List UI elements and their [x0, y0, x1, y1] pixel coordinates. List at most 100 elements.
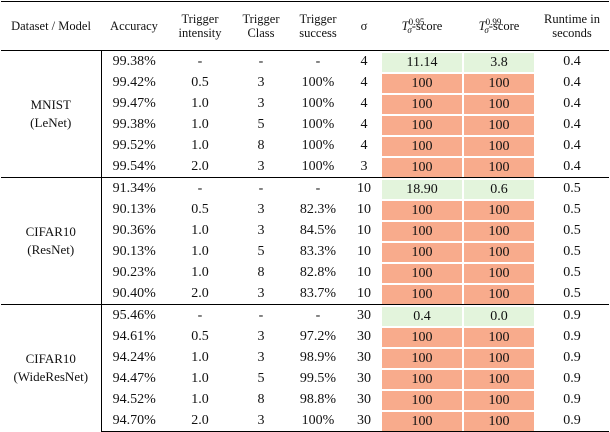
score-cell: 100 — [463, 199, 535, 220]
score-cell: 100 — [381, 241, 463, 262]
header-superscript: 0.99 — [485, 16, 502, 27]
dataset-name: CIFAR10 — [25, 351, 76, 367]
table-cell: 100% — [301, 116, 335, 132]
score-cell: 100 — [463, 241, 535, 262]
score-cell: 100 — [381, 156, 463, 178]
table-cell: 10 — [357, 285, 371, 301]
table-cell: 10 — [357, 243, 371, 259]
table-cell: 82.3% — [299, 201, 337, 217]
table-cell: 94.24% — [112, 349, 156, 365]
header-cell: Trigger success — [289, 1, 347, 51]
table-cell: 100% — [301, 158, 335, 174]
table-row: 99.52% 1.0 8 100% 4 100 100 0.4 — [1, 135, 609, 156]
table-cell: 90.23% — [112, 264, 156, 280]
table-cell: 100% — [301, 137, 335, 153]
table-cell: 2.0 — [167, 410, 233, 432]
score-value: 100 — [464, 369, 534, 389]
header-cell: σ — [347, 1, 381, 51]
table-cell: 94.70% — [101, 410, 167, 432]
table-cell: 82.8% — [299, 264, 337, 280]
score-value: 0.4 — [382, 306, 462, 326]
table-cell: 100% — [301, 95, 335, 111]
score-value: 100 — [464, 411, 534, 431]
dataset-cell: MNIST (LeNet) — [1, 50, 102, 178]
table-cell: 1.0 — [191, 370, 209, 386]
table-cell: 97.2% — [299, 328, 337, 344]
table-row: 90.13% 0.5 3 82.3% 10 100 100 0.5 — [1, 199, 609, 220]
score-value: 100 — [382, 242, 462, 262]
header-row: Dataset / Model Accuracy Trigger intensity… — [1, 1, 609, 51]
table-cell: 0.5 — [191, 201, 209, 217]
group: CIFAR10 (ResNet) 91.34% - - -10 18.90 0.6 0.5 90.… — [1, 177, 609, 305]
table-cell: 0.5 — [563, 285, 581, 301]
table-cell: 100% — [289, 410, 347, 432]
table-cell: 1.0 — [191, 349, 209, 365]
table-cell: - — [289, 304, 347, 326]
table-cell: 99.47% — [112, 95, 156, 111]
table-cell: 0.5 — [563, 222, 581, 238]
score-cell: 100 — [381, 93, 463, 114]
table-cell: 0.9 — [563, 328, 581, 344]
score-value: 3.8 — [464, 52, 534, 72]
table-row: 90.23% 1.0 8 82.8% 10 100 100 0.5 — [1, 262, 609, 283]
score-cell: 0.4 — [381, 304, 463, 326]
header-cell: Accuracy — [101, 1, 167, 51]
score-value: 100 — [464, 284, 534, 304]
table-cell: 0.5 — [563, 201, 581, 217]
table-header: Dataset / Model Accuracy Trigger intensity… — [1, 1, 609, 51]
score-value: 100 — [382, 263, 462, 283]
score-cell: 0.6 — [463, 177, 535, 199]
table-cell: - — [233, 177, 289, 199]
table-cell: 94.47% — [112, 370, 156, 386]
table-row: 94.24% 1.0 3 98.9% 30 100 100 0.9 — [1, 347, 609, 368]
header-cell: T0.99σ-score — [463, 1, 535, 51]
table-cell: 83.3% — [299, 243, 337, 259]
table-cell: 10 — [357, 264, 371, 280]
score-value: 100 — [382, 73, 462, 93]
table-cell: 94.61% — [112, 328, 156, 344]
table-row: CIFAR10 (WideResNet) 95.46% - - -30 0.4 0.0 0.9 — [1, 304, 609, 432]
table-cell: 5 — [257, 116, 265, 132]
table-cell: 90.40% — [112, 285, 156, 301]
table-cell: 99.42% — [112, 74, 156, 90]
score-value: 100 — [464, 221, 534, 241]
score-value: 100 — [382, 390, 462, 410]
score-value: 18.90 — [382, 179, 462, 199]
header-suffix: -score — [488, 18, 520, 33]
score-value: 100 — [382, 157, 462, 177]
score-cell: 100 — [463, 262, 535, 283]
score-value: 100 — [464, 327, 534, 347]
table-cell: 0.5 — [563, 264, 581, 280]
score-value: 100 — [464, 94, 534, 114]
table-cell: 0.4 — [535, 50, 609, 72]
table-cell: 30 — [357, 328, 371, 344]
score-cell: 100 — [381, 326, 463, 347]
score-value: 100 — [464, 157, 534, 177]
score-value: 100 — [382, 200, 462, 220]
score-cell: 100 — [463, 114, 535, 135]
score-value: 100 — [382, 327, 462, 347]
table-cell: 3 — [257, 222, 265, 238]
score-value: 100 — [464, 200, 534, 220]
table-cell: 3 — [257, 201, 265, 217]
model-name: (LeNet) — [30, 115, 72, 130]
table-cell: 30 — [357, 349, 371, 365]
score-value: 100 — [464, 242, 534, 262]
table-cell: 1.0 — [191, 95, 209, 111]
dataset-name: CIFAR10 — [25, 224, 76, 239]
table-cell: 3 — [257, 158, 265, 174]
table-cell: - — [289, 50, 347, 72]
table-cell: 0.5 — [191, 74, 209, 90]
table-row: CIFAR10 (ResNet) 91.34% - - -10 18.90 0.6 0.5 — [1, 177, 609, 305]
table-cell: - — [289, 177, 347, 199]
table-cell: 83.7% — [299, 285, 337, 301]
score-cell: 100 — [463, 72, 535, 93]
table-cell: - — [167, 50, 233, 72]
score-value: 100 — [382, 94, 462, 114]
table-cell: 0.4 — [563, 95, 581, 111]
table-cell: 4 — [360, 74, 368, 90]
table-cell: 0.5 — [563, 243, 581, 259]
score-cell: 100 — [381, 199, 463, 220]
table-cell: 0.4 — [563, 74, 581, 90]
